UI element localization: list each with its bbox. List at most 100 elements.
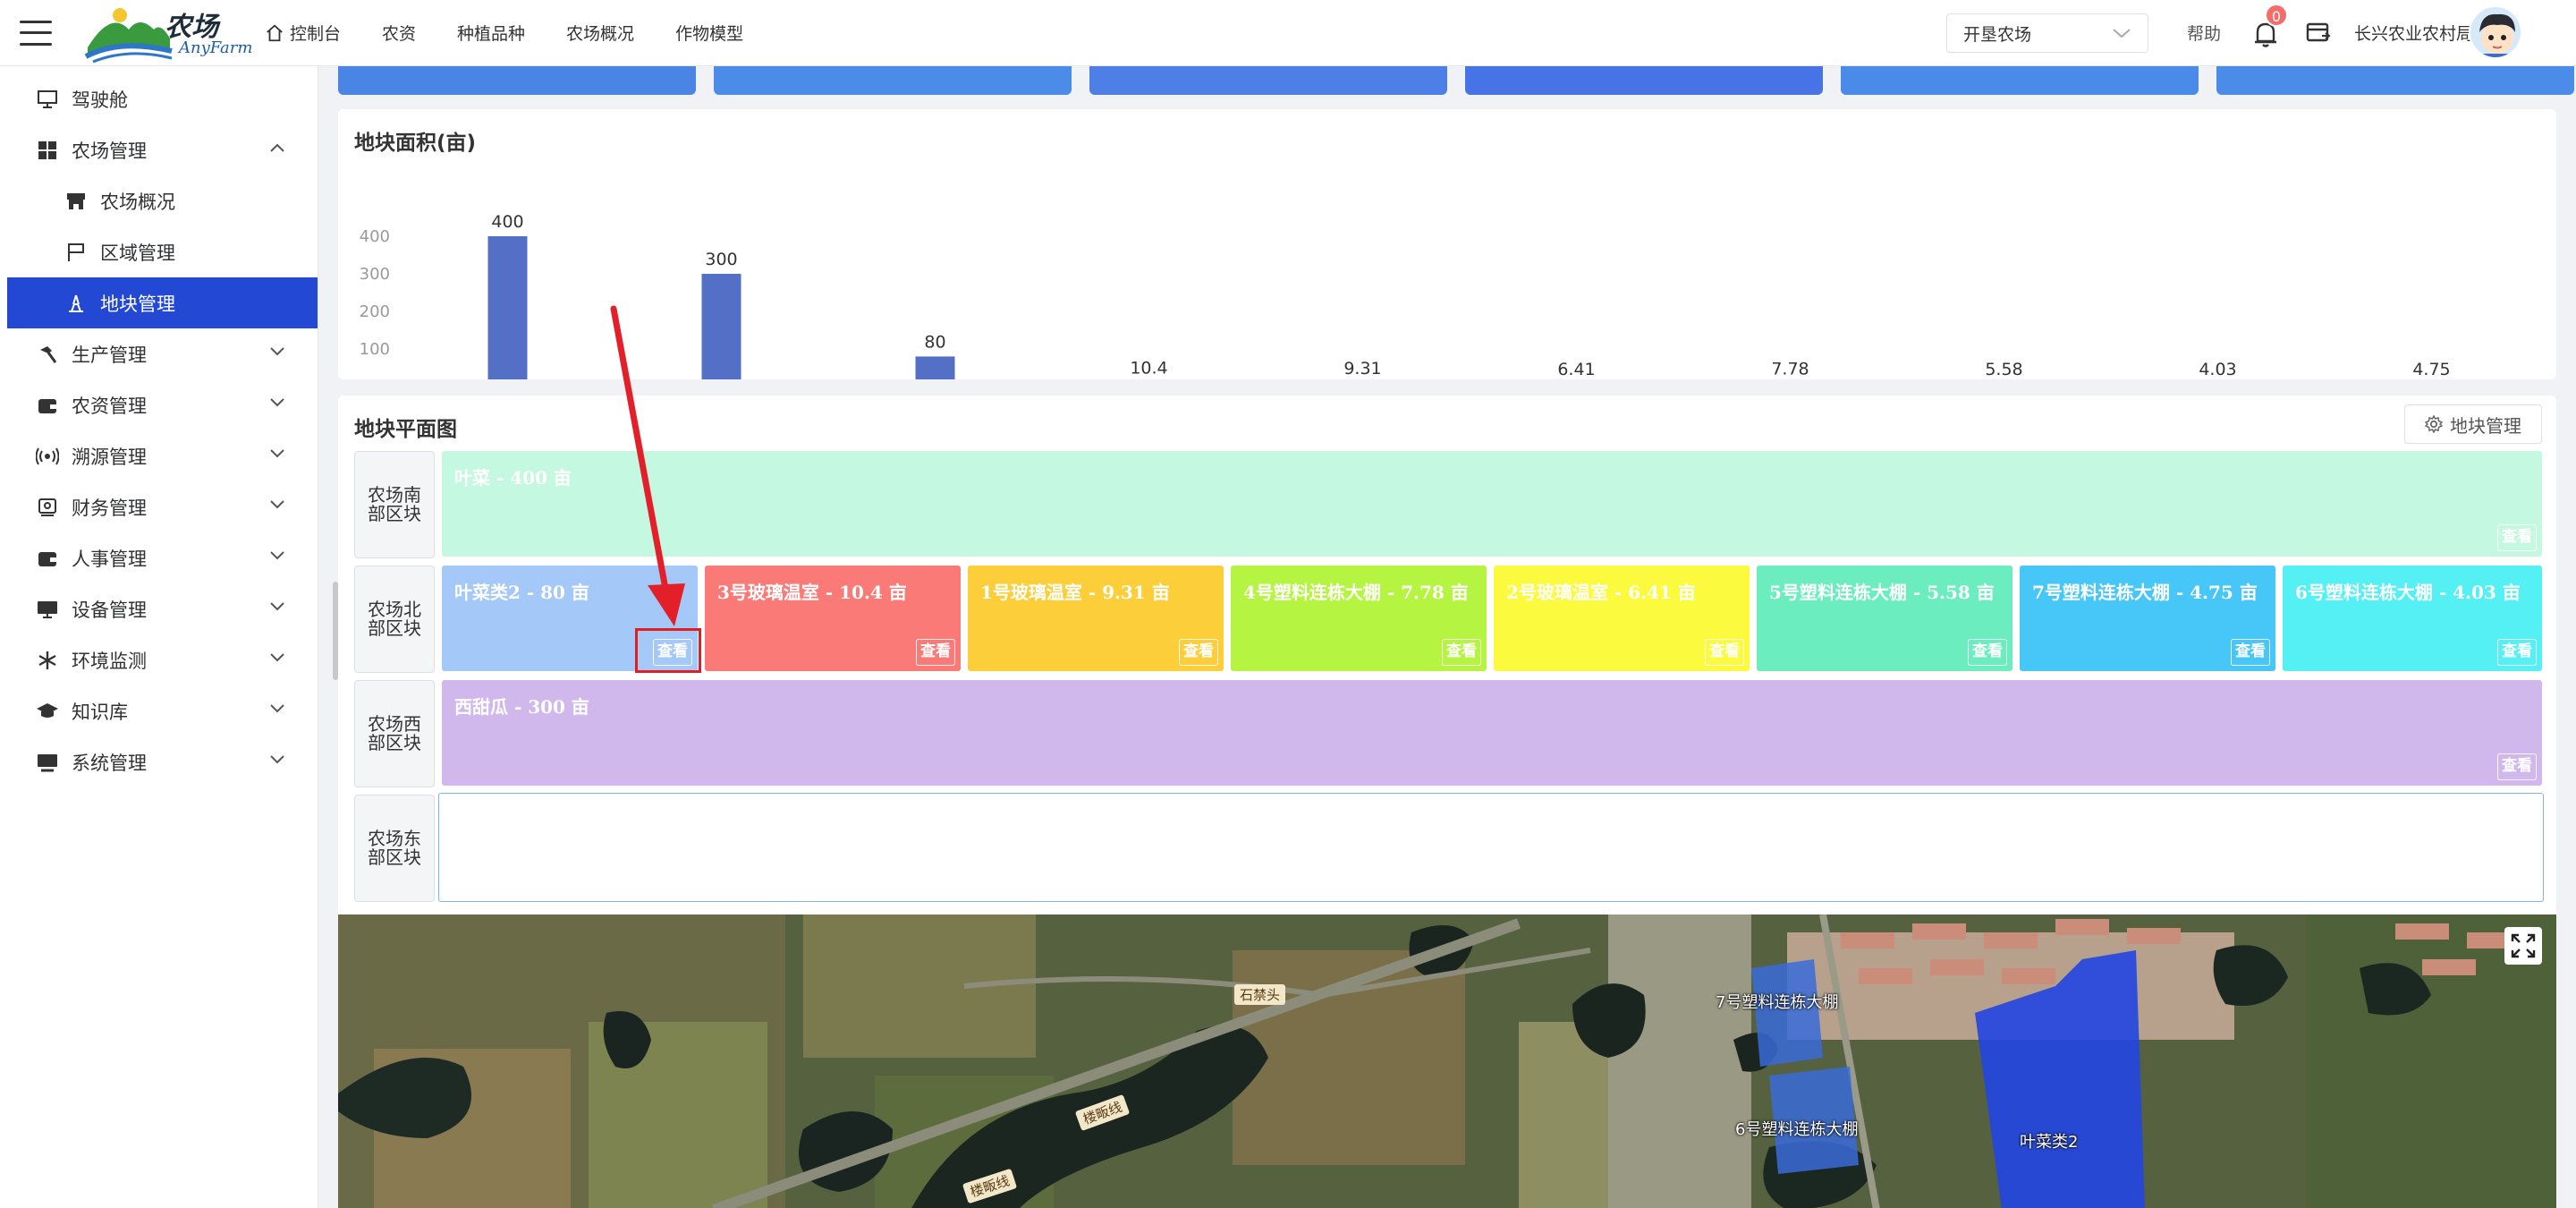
main-content: 地块面积(亩) 0100200300400400叶菜300西甜瓜80叶菜类210… [318,66,2576,1208]
y-tick-label: 200 [360,302,390,321]
view-button[interactable]: 查看 [2497,753,2537,780]
sidebar-item-label: 人事管理 [72,548,147,570]
chevron-down-icon [270,551,284,560]
satellite-map[interactable]: 7号塑料连栋大棚 6号塑料连栋大棚 叶菜类2 石禁头 楼畈线 楼畈线 [338,915,2556,1208]
row-label-west: 农场西部区块 [354,680,435,787]
plot-block[interactable]: 5号塑料连栋大棚 - 5.58 亩 查看 [1757,566,2012,671]
view-button[interactable]: 查看 [653,639,692,666]
desktop-icon [36,598,59,621]
sidebar-item-region-management[interactable]: 区域管理 [0,226,318,277]
highlight-box [635,628,701,673]
chevron-down-icon [270,347,284,356]
sidebar: 驾驶舱 农场管理 农场概况 区域管理 地块管理 生产管理 农资管理 [0,66,318,1208]
stat-cards [338,66,2574,95]
stat-card[interactable] [714,66,1072,95]
y-tick-label: 0 [380,378,390,379]
sidebar-item-label: 环境监测 [72,650,147,672]
view-button[interactable]: 查看 [1705,639,1744,666]
monitor-icon [36,88,59,111]
row-label-north: 农场北部区块 [354,566,435,673]
sidebar-item-system[interactable]: 系统管理 [0,736,318,787]
plot-block[interactable]: 叶菜 - 400 亩 查看 [442,451,2542,557]
plot-manage-button[interactable]: 地块管理 [2404,404,2542,444]
wallet-icon [36,394,59,417]
sidebar-item-label: 驾驶舱 [72,89,128,111]
sidebar-item-production[interactable]: 生产管理 [0,328,318,379]
user-name[interactable]: 长兴农业农村局 [2354,24,2474,44]
view-button[interactable]: 查看 [1179,639,1218,666]
sidebar-item-label: 农场管理 [72,140,147,162]
view-button[interactable]: 查看 [1968,639,2007,666]
plot-block-label: 叶菜 - 400 亩 [454,467,572,489]
plot-manage-label: 地块管理 [2450,414,2521,437]
nav-varieties[interactable]: 种植品种 [457,24,526,44]
view-button[interactable]: 查看 [2497,639,2537,666]
farm-select-value: 开垦农场 [1963,24,2032,45]
stat-card[interactable] [1089,66,1447,95]
sidebar-item-farm-management[interactable]: 农场管理 [0,124,318,175]
area-chart-title: 地块面积(亩) [354,132,477,155]
gear-icon [2425,415,2443,433]
plot-block[interactable]: 2号玻璃温室 - 6.41 亩 查看 [1494,566,1750,671]
plot-block[interactable]: 西甜瓜 - 300 亩 查看 [442,680,2542,786]
chevron-down-icon [270,704,284,713]
sidebar-item-label: 财务管理 [72,497,147,519]
farm-select[interactable]: 开垦农场 [1946,13,2148,53]
bar-value-label: 4.75 [2412,360,2450,379]
sidebar-item-environment[interactable]: 环境监测 [0,634,318,685]
plot-block-label: 2号玻璃温室 - 6.41 亩 [1506,582,1696,603]
view-button[interactable]: 查看 [2497,524,2537,551]
plot-block[interactable]: 6号塑料连栋大棚 - 4.03 亩 查看 [2283,566,2542,671]
snowflake-icon [36,649,59,672]
stat-card[interactable] [338,66,696,95]
y-tick-label: 400 [360,227,390,246]
stat-card[interactable] [1465,66,1823,95]
sidebar-item-knowledge[interactable]: 知识库 [0,685,318,736]
sidebar-item-cockpit[interactable]: 驾驶舱 [0,73,318,124]
bar-value-label: 80 [924,332,945,352]
view-button[interactable]: 查看 [916,639,955,666]
bell-icon[interactable] [2252,20,2279,48]
sidebar-item-supplies[interactable]: 农资管理 [0,379,318,430]
nav-farm-overview[interactable]: 农场概况 [566,24,635,44]
chevron-down-icon [270,653,284,662]
chevron-down-icon [270,398,284,407]
fullscreen-button[interactable] [2504,927,2542,965]
plot-block[interactable]: 1号玻璃温室 - 9.31 亩 查看 [968,566,1224,671]
plot-block[interactable]: 7号塑料连栋大棚 - 4.75 亩 查看 [2020,566,2275,671]
view-button[interactable]: 查看 [2231,639,2270,666]
view-button[interactable]: 查看 [1442,639,1481,666]
nav-crop-model[interactable]: 作物模型 [675,24,744,44]
bar-value-label: 7.78 [1771,360,1809,379]
sidebar-item-label: 农资管理 [72,395,147,417]
wallet-icon [36,547,59,570]
finance-icon [36,496,59,519]
chevron-down-icon [270,500,284,509]
plot-block[interactable]: 3号玻璃温室 - 10.4 亩 查看 [705,566,961,671]
nav-supplies[interactable]: 农资 [382,24,417,44]
empty-block-area[interactable] [438,793,2544,902]
home-icon [267,24,283,41]
help-link[interactable]: 帮助 [2187,24,2222,44]
map-plot-label: 7号塑料连栋大棚 [1716,993,1839,1012]
stat-card[interactable] [1841,66,2199,95]
top-nav: 控制台 农资 种植品种 农场概况 作物模型 [265,0,784,66]
card-switch-icon[interactable] [2306,21,2331,45]
main-scrollbar[interactable] [333,582,338,680]
sidebar-item-finance[interactable]: 财务管理 [0,481,318,532]
sidebar-item-farm-overview[interactable]: 农场概况 [0,175,318,226]
nav-console[interactable]: 控制台 [265,21,341,45]
sidebar-item-label: 系统管理 [72,752,147,774]
sidebar-item-plot-management[interactable]: 地块管理 [7,277,318,328]
sidebar-item-traceability[interactable]: 溯源管理 [0,430,318,481]
sidebar-item-label: 区域管理 [100,242,175,264]
stat-card[interactable] [2216,66,2574,95]
menu-toggle-icon[interactable] [20,20,52,46]
plot-block[interactable]: 4号塑料连栋大棚 - 7.78 亩 查看 [1231,566,1487,671]
row-label-south: 农场南部区块 [354,451,435,558]
avatar[interactable] [2469,5,2522,59]
plot-icon [64,292,88,315]
sidebar-item-equipment[interactable]: 设备管理 [0,583,318,634]
sidebar-item-personnel[interactable]: 人事管理 [0,532,318,583]
plot-block-label: 3号玻璃温室 - 10.4 亩 [717,582,907,603]
